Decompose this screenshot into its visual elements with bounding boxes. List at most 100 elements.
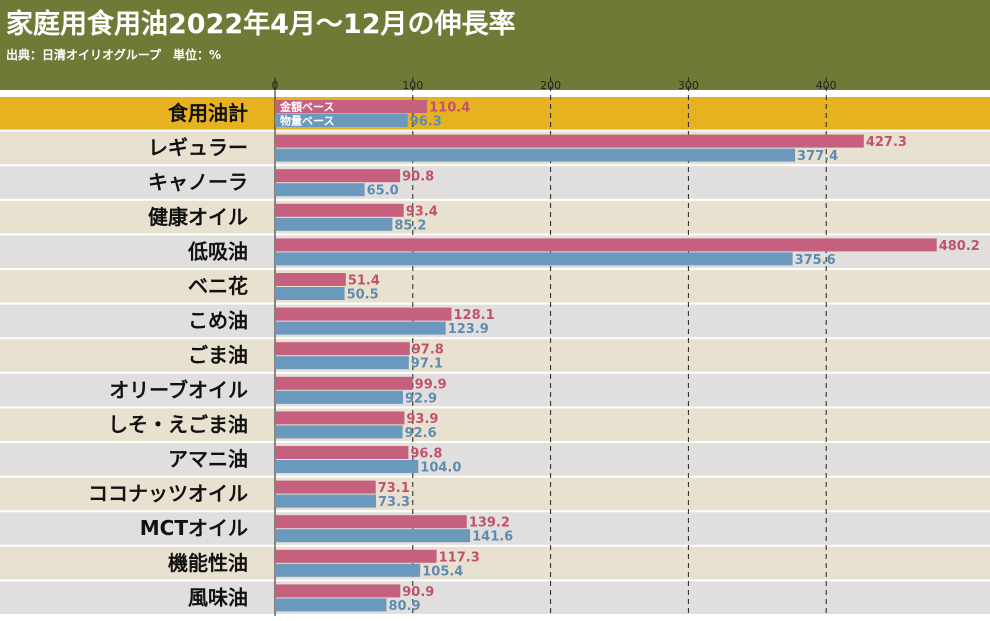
bar-value-basis (275, 342, 410, 356)
data-label-volume-basis: 141.6 (472, 530, 513, 545)
header-background (0, 0, 990, 90)
data-label-value-basis: 110.4 (429, 101, 470, 116)
bar-volume-basis (275, 494, 376, 508)
data-label-volume-basis: 73.3 (378, 495, 410, 510)
data-label-value-basis: 97.8 (412, 343, 444, 358)
data-label-value-basis: 480.2 (939, 239, 980, 254)
category-label: 食用油計 (168, 101, 248, 125)
category-label: ごま油 (188, 343, 248, 367)
data-label-value-basis: 90.8 (402, 170, 434, 185)
row-background (0, 581, 990, 614)
category-label: 低吸油 (187, 239, 248, 263)
category-label: ベニ花 (188, 274, 248, 298)
row-background (0, 304, 990, 338)
data-label-value-basis: 99.9 (415, 377, 447, 392)
category-label: オリーブオイル (109, 378, 248, 402)
data-label-volume-basis: 92.9 (405, 391, 437, 406)
bar-volume-basis (275, 598, 387, 612)
data-label-value-basis: 93.9 (406, 412, 438, 427)
row-background (0, 546, 990, 580)
bar-value-basis (275, 273, 346, 286)
bar-value-basis (275, 307, 452, 321)
data-label-volume-basis: 123.9 (448, 322, 489, 337)
bar-value-basis (275, 203, 404, 217)
bar-value-basis (275, 376, 413, 390)
category-label: レギュラー (148, 136, 248, 160)
bar-value-basis (275, 480, 376, 494)
data-label-value-basis: 93.4 (406, 204, 438, 219)
category-label: キャノーラ (148, 170, 248, 194)
row-background (0, 166, 990, 199)
bar-value-basis (275, 549, 437, 563)
bar-volume-basis (275, 114, 408, 127)
data-label-value-basis: 139.2 (469, 516, 510, 531)
bar-volume-basis (275, 287, 345, 300)
x-tick-label: 300 (678, 79, 699, 92)
bar-volume-basis (275, 563, 421, 577)
data-label-volume-basis: 85.2 (394, 218, 426, 233)
x-tick-label: 200 (540, 79, 561, 92)
data-label-volume-basis: 377.4 (797, 149, 838, 164)
bar-volume-basis (275, 460, 419, 473)
category-label: ココナッツオイル (88, 482, 248, 506)
category-label: 機能性油 (168, 551, 248, 575)
chart-title: 家庭用食用油2022年4月～12月の伸長率 (6, 8, 516, 40)
data-label-volume-basis: 104.0 (420, 461, 461, 476)
legend-label: 物量ベース (280, 114, 334, 128)
data-label-value-basis: 96.8 (410, 447, 442, 462)
x-tick-label: 400 (816, 79, 837, 92)
bar-value-basis (275, 446, 409, 459)
category-label: アマニ油 (168, 447, 248, 471)
row-background (0, 408, 990, 441)
legend-label: 金額ベース (279, 100, 334, 114)
bar-value-basis (275, 100, 428, 113)
data-label-value-basis: 128.1 (454, 308, 495, 323)
row-background (0, 477, 990, 511)
category-label: 健康オイル (148, 205, 248, 229)
bar-volume-basis (275, 356, 409, 370)
bar-volume-basis (275, 390, 403, 404)
data-label-value-basis: 90.9 (402, 585, 434, 600)
data-label-volume-basis: 105.4 (422, 564, 463, 579)
data-label-volume-basis: 65.0 (367, 184, 399, 199)
row-background (0, 200, 990, 234)
data-label-volume-basis: 375.6 (795, 253, 836, 268)
data-label-value-basis: 73.1 (378, 481, 410, 496)
data-label-value-basis: 117.3 (439, 550, 480, 565)
bar-volume-basis (275, 148, 796, 162)
row-background (0, 339, 990, 372)
bar-volume-basis (275, 321, 446, 335)
bar-volume-basis (275, 529, 471, 543)
data-label-volume-basis: 80.9 (388, 599, 420, 614)
bar-value-basis (275, 411, 405, 425)
data-label-value-basis: 427.3 (866, 135, 907, 150)
bar-value-basis (275, 169, 401, 183)
bar-volume-basis (275, 217, 393, 231)
category-label: MCTオイル (140, 516, 248, 540)
bar-volume-basis (275, 183, 365, 197)
x-tick-label: 100 (402, 79, 423, 92)
x-tick-label: 0 (272, 79, 279, 92)
bar-value-basis (275, 584, 401, 598)
row-background (0, 373, 990, 407)
category-label: しそ・えごま油 (108, 412, 248, 436)
chart-source: 出典：日清オイリオグループ 単位：% (6, 47, 221, 62)
row-background (0, 512, 990, 545)
row-background (0, 443, 990, 476)
data-label-volume-basis: 97.1 (411, 357, 443, 372)
bar-value-basis (275, 134, 864, 148)
data-label-volume-basis: 96.3 (410, 115, 442, 130)
data-label-volume-basis: 92.6 (405, 426, 437, 441)
bar-volume-basis (275, 252, 793, 266)
category-label: こめ油 (188, 309, 248, 333)
data-label-volume-basis: 50.5 (347, 288, 379, 303)
data-label-value-basis: 51.4 (348, 274, 380, 289)
bar-value-basis (275, 515, 467, 529)
category-label: 風味油 (188, 585, 248, 609)
row-background (0, 270, 990, 303)
row-background (0, 97, 990, 130)
bar-value-basis (275, 238, 937, 252)
bar-volume-basis (275, 425, 403, 439)
